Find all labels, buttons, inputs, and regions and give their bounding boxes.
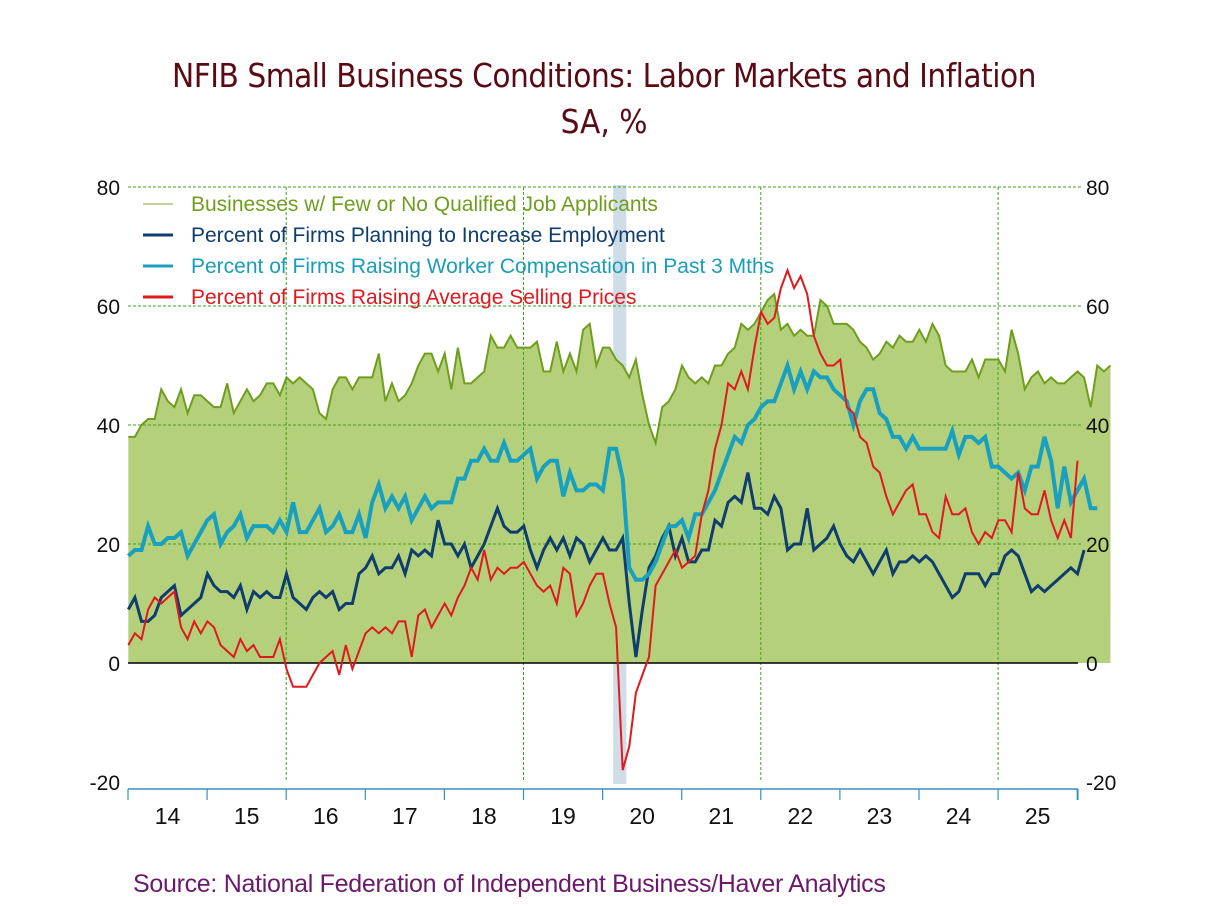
chart-title: NFIB Small Business Conditions: Labor Ma… xyxy=(172,56,1036,95)
lines-layer xyxy=(126,267,1098,771)
legend-item-qualified-applicants: Businesses w/ Few or No Qualified Job Ap… xyxy=(143,193,658,216)
x-tick-label: 17 xyxy=(392,803,418,829)
chart-subtitle: SA, % xyxy=(560,102,648,141)
x-tick-label: 15 xyxy=(234,803,260,829)
legend-label: Businesses w/ Few or No Qualified Job Ap… xyxy=(191,193,658,216)
x-tick-label: 25 xyxy=(1025,803,1051,829)
x-tick-label: 18 xyxy=(471,803,497,829)
x-tick-label: 16 xyxy=(313,803,339,829)
series-line-qualified-applicants xyxy=(128,292,1112,447)
area-fill-qualified-applicants xyxy=(128,294,1111,663)
x-tick-label: 21 xyxy=(708,803,734,829)
x-tick-label: 22 xyxy=(788,803,814,829)
x-tick-label: 14 xyxy=(155,803,181,829)
area-layer xyxy=(128,292,1112,663)
x-tick-label: 24 xyxy=(946,803,972,829)
y-tick-label-left: 60 xyxy=(97,296,120,319)
legend-item-worker-compensation: Percent of Firms Raising Worker Compensa… xyxy=(143,255,774,278)
series-line-employment-plans xyxy=(126,472,1086,658)
x-tick-label: 20 xyxy=(629,803,655,829)
legend-label: Percent of Firms Raising Worker Compensa… xyxy=(191,255,774,278)
y-tick-label-left: 80 xyxy=(97,177,120,200)
legend-label: Percent of Firms Planning to Increase Em… xyxy=(191,224,665,247)
grid-layer xyxy=(128,186,1082,782)
axis-layer: 14 15 16 17 18 19 20 21 22 23 24 25 -20 -20 0 0 20 20 40 40… xyxy=(90,177,1117,829)
legend-label: Percent of Firms Raising Average Selling… xyxy=(191,286,636,309)
y-tick-label-right: -20 xyxy=(1086,772,1116,795)
x-tick-label: 19 xyxy=(550,803,576,829)
legend-item-employment-plans: Percent of Firms Planning to Increase Em… xyxy=(143,224,665,247)
y-tick-label-right: 80 xyxy=(1086,177,1109,200)
y-tick-label-right: 60 xyxy=(1086,296,1109,319)
legend: Businesses w/ Few or No Qualified Job Ap… xyxy=(143,193,774,309)
y-tick-label-right: 20 xyxy=(1086,534,1109,557)
source-note: Source: National Federation of Independe… xyxy=(133,870,886,898)
y-tick-label-left: 0 xyxy=(108,653,120,676)
series-line-selling-prices xyxy=(127,267,1079,771)
y-tick-label-left: -20 xyxy=(90,772,120,795)
y-tick-label-right: 40 xyxy=(1086,415,1109,438)
legend-item-selling-prices: Percent of Firms Raising Average Selling… xyxy=(143,286,636,309)
x-tick-label: 23 xyxy=(867,803,893,829)
y-tick-label-right: 0 xyxy=(1086,653,1098,676)
series-line-worker-compensation xyxy=(126,358,1098,582)
y-tick-label-left: 20 xyxy=(97,534,120,557)
y-tick-label-left: 40 xyxy=(97,415,120,438)
